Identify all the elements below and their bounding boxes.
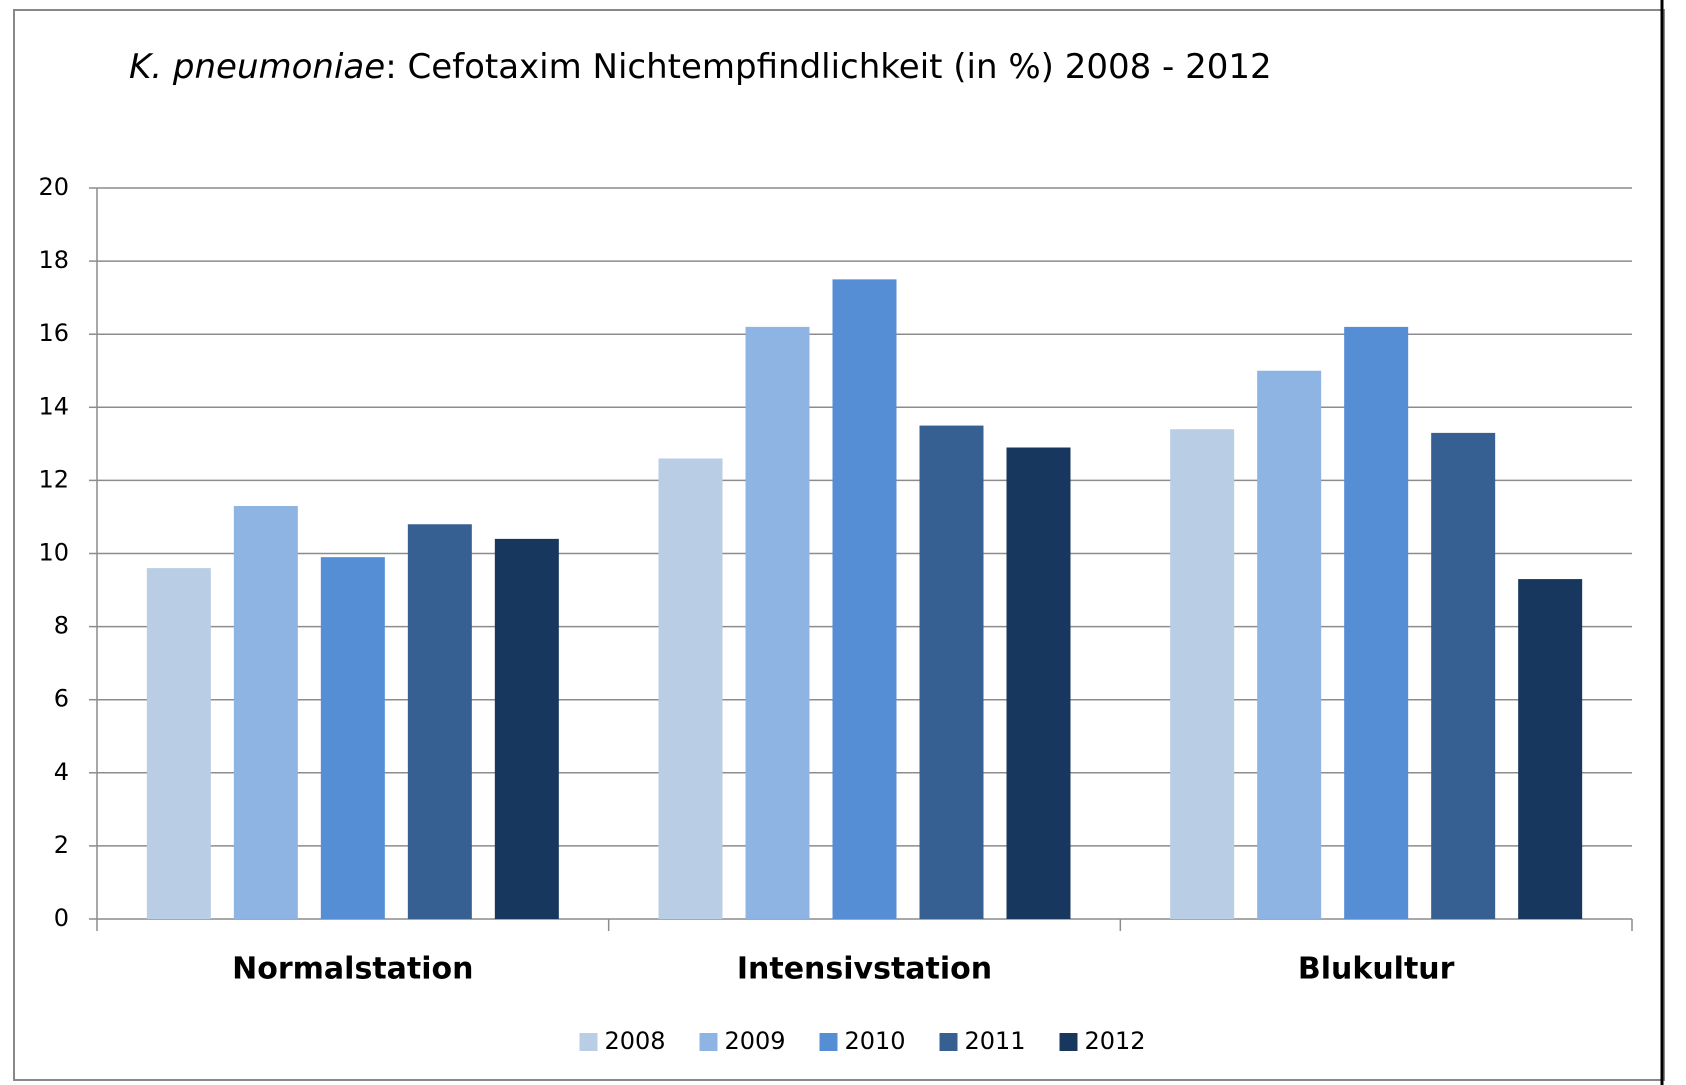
legend-swatch [579,1033,598,1051]
bar [1170,429,1235,919]
bar [146,568,211,919]
x-tick-label: Blukultur [1298,952,1455,987]
legend-swatch [1059,1033,1078,1051]
bar [745,326,810,919]
legend-label: 2012 [1085,1027,1146,1055]
y-tick-label: 18 [38,246,69,274]
legend-label: 2010 [845,1027,906,1055]
bar [407,524,472,919]
y-tick-label: 8 [54,612,69,640]
bar [233,505,298,919]
y-tick-label: 0 [54,904,69,932]
bar [494,538,559,919]
legend-label: 2009 [725,1027,786,1055]
chart-frame [13,9,1665,1081]
bar [1344,326,1409,919]
bar [1006,447,1071,919]
y-tick-label: 6 [54,685,69,713]
bar [832,279,897,919]
chart-title: K. pneumoniae: Cefotaxim Nichtempfindlic… [129,47,1272,87]
y-tick-label: 4 [54,758,69,786]
y-tick-label: 14 [38,392,69,420]
bar [1518,579,1583,919]
bar [658,458,723,919]
legend-label: 2011 [965,1027,1026,1055]
legend-swatch [939,1033,958,1051]
bar [1431,432,1496,919]
title-italic: K. pneumoniae [129,47,385,87]
y-tick-label: 2 [54,831,69,859]
bar [320,557,385,919]
bar [919,425,984,919]
y-tick-label: 10 [38,539,69,567]
legend-swatch [699,1033,718,1051]
y-tick-label: 16 [38,319,69,347]
title-rest: : Cefotaxim Nichtempfindlichkeit (in %) … [385,47,1271,87]
legend-label: 2008 [605,1027,666,1055]
y-tick-label: 20 [38,173,69,201]
bar [1257,370,1322,919]
y-tick-label: 12 [38,465,69,493]
x-tick-label: Intensivstation [737,952,992,987]
legend-swatch [819,1033,838,1051]
x-tick-label: Normalstation [232,952,473,987]
